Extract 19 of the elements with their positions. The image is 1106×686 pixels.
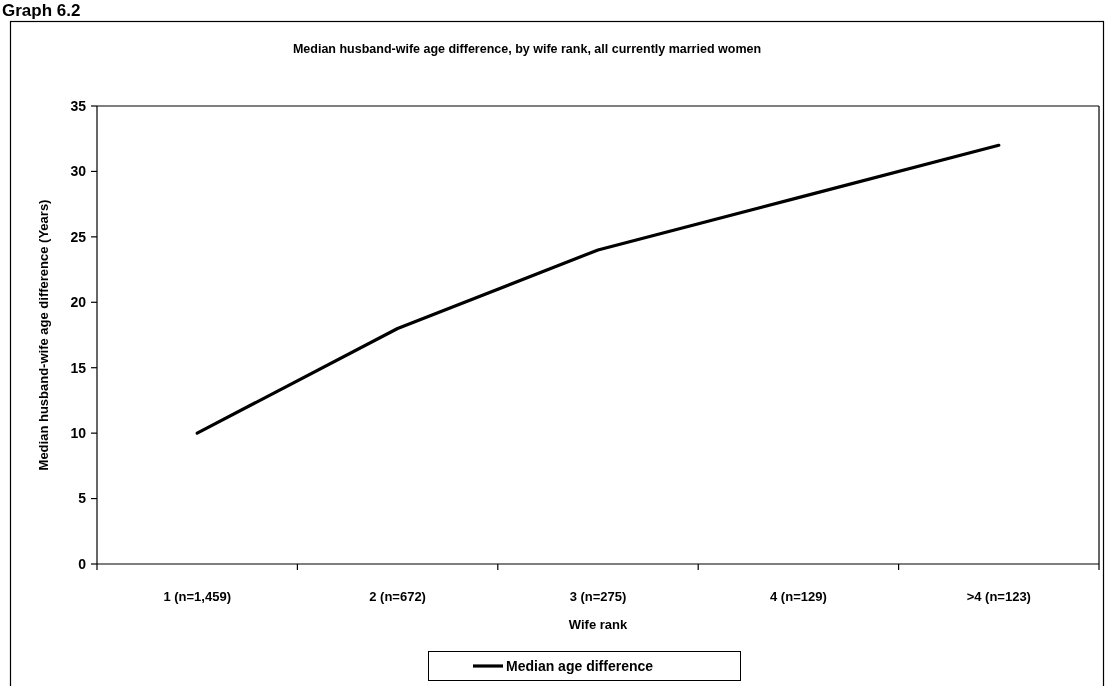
- y-axis-title: Median husband-wife age difference (Years): [36, 199, 51, 471]
- y-tick-label: 5: [78, 490, 87, 507]
- x-tick-label: 3 (n=275): [569, 589, 627, 604]
- x-tick-label: 2 (n=672): [369, 589, 426, 604]
- x-tick-label: 1 (n=1,459): [163, 589, 231, 604]
- y-tick-label: 0: [78, 555, 87, 572]
- legend-label: Median age difference: [506, 657, 654, 674]
- y-tick-label: 25: [70, 228, 87, 245]
- y-tick-label: 10: [70, 425, 87, 442]
- x-tick-label: >4 (n=123): [966, 589, 1031, 604]
- y-tick-label: 20: [70, 294, 87, 311]
- caption: Graph 6.2: [2, 1, 81, 20]
- chart-title: Median husband-wife age difference, by wife rank, all currently married women: [292, 42, 762, 56]
- x-tick-label: 4 (n=129): [770, 589, 827, 604]
- x-axis-title: Wife rank: [568, 617, 628, 632]
- y-tick-label: 30: [70, 163, 87, 180]
- y-tick-label: 15: [70, 359, 87, 376]
- line-series: [195, 143, 1001, 435]
- y-tick-label: 35: [70, 97, 87, 114]
